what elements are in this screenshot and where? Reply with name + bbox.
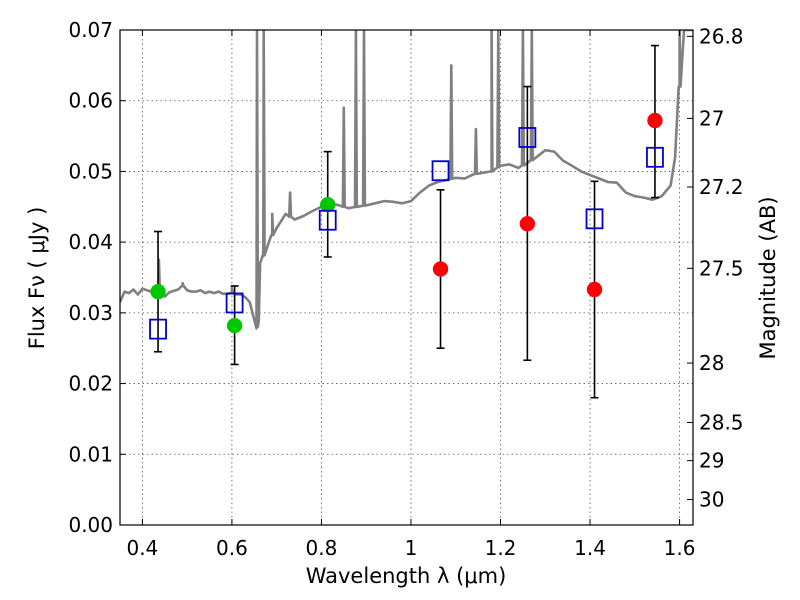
y-tick-label: 0.06: [68, 89, 113, 113]
magnitude-tick-label: 28.5: [699, 410, 744, 434]
x-tick-label: 1.2: [485, 536, 517, 560]
plot-frame: [119, 29, 694, 526]
x-tick-label: 1: [405, 536, 418, 560]
tick-labels: 0.4 0.6 0.8 1 1.2 1.4 1.6 0.00 0.01 0.02 0.03 0.04 0…: [68, 18, 743, 560]
x-tick-label: 0.8: [306, 536, 338, 560]
magnitude-tick-label: 29: [699, 449, 724, 473]
magnitude-tick-label: 27.5: [699, 256, 744, 280]
data-point-circle: [432, 261, 449, 277]
data-point-circle: [319, 196, 336, 213]
model-photometry-square: [149, 318, 167, 340]
y-tick-label: 0.05: [68, 159, 113, 183]
x-tick-label: 0.6: [216, 536, 248, 560]
y-tick-label: 0.03: [68, 301, 113, 325]
grid-lines: [120, 29, 693, 526]
data-point-circle: [647, 112, 663, 129]
y-tick-label: 0.00: [68, 513, 113, 537]
magnitude-tick-label: 30: [699, 488, 724, 512]
spectrum-line: [120, 30, 693, 330]
y-axis-right-title: Magnitude (AB): [756, 196, 780, 359]
data-point-circle: [150, 283, 166, 300]
axis-ticks: [120, 29, 693, 526]
y-tick-label: 0.04: [68, 230, 113, 254]
magnitude-tick-label: 27.2: [699, 175, 744, 199]
magnitude-tick-label: 28: [699, 351, 724, 375]
data-point-circle: [226, 317, 243, 334]
model-photometry-square: [431, 160, 450, 182]
model-photometry-square: [225, 292, 244, 314]
model-photometry-square: [518, 127, 537, 148]
x-tick-label: 0.4: [126, 536, 158, 560]
model-spectrum: [120, 30, 693, 330]
y-axis-title: Flux Fν ( μJy ): [25, 207, 49, 350]
data-point-circle: [519, 216, 536, 232]
data-point-circle: [586, 281, 603, 298]
x-tick-label: 1.6: [664, 536, 696, 560]
magnitude-tick-label: 26.8: [699, 24, 744, 48]
x-axis-title: Wavelength λ (μm): [306, 564, 507, 588]
model-photometry-square: [585, 208, 604, 230]
model-photometry-square: [646, 146, 664, 168]
y-tick-label: 0.01: [68, 442, 113, 466]
data-markers: [149, 112, 664, 340]
x-tick-label: 1.4: [574, 536, 606, 560]
model-photometry-square: [318, 209, 337, 231]
error-bars: [154, 44, 659, 399]
y-tick-label: 0.07: [68, 18, 113, 42]
magnitude-tick-label: 27: [699, 106, 724, 130]
y-tick-label: 0.02: [68, 372, 113, 396]
